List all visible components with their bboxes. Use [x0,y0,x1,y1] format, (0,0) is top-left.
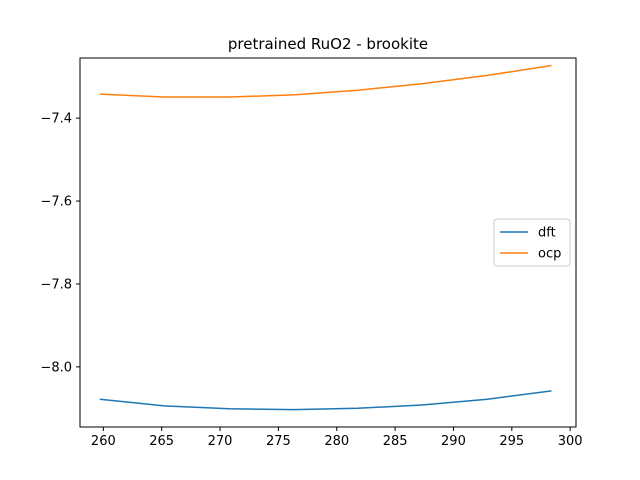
x-tick-label: 300 [558,434,583,449]
series-line-ocp [99,64,552,98]
legend-label-dft: dft [538,226,556,241]
y-tick-label: −7.4 [40,112,72,127]
x-tick-label: 290 [441,434,466,449]
chart-title: pretrained RuO2 - brookite [228,35,428,53]
x-tick-label: 295 [499,434,524,449]
x-tick-label: 270 [208,434,233,449]
x-axis: 260 265 270 275 280 285 290 295 300 [91,427,583,449]
y-tick-label: −7.6 [40,195,72,210]
x-tick-label: 280 [324,434,349,449]
legend-box [493,218,571,267]
legend-label-ocp: ocp [538,247,561,262]
x-tick-label: 260 [91,434,116,449]
x-tick-label: 275 [266,434,291,449]
x-tick-label: 265 [149,434,174,449]
series-line-dft [99,390,552,411]
plot-background [80,58,576,427]
legend: dft ocp [493,218,571,267]
y-tick-label: −7.8 [40,277,72,292]
series-layer [99,64,552,411]
x-tick-label: 285 [383,434,408,449]
y-tick-label: −8.0 [40,360,72,375]
plot-frame [79,57,577,428]
y-axis: −8.0 −7.8 −7.6 −7.4 [40,112,80,375]
